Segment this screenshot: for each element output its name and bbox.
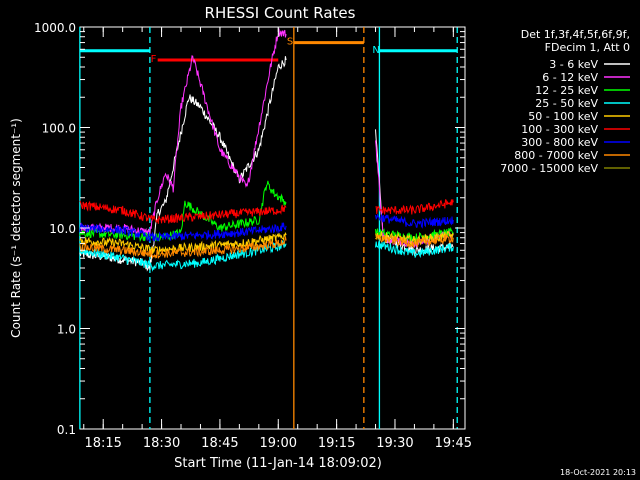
legend-header-line-1: Det 1f,3f,4f,5f,6f,9f,	[521, 28, 630, 41]
x-axis-label: Start Time (11-Jan-14 18:09:02)	[174, 456, 382, 471]
x-tick-label: 19:30	[376, 436, 413, 451]
x-tick-label: 19:00	[260, 436, 297, 451]
series-line	[79, 240, 287, 272]
series-line	[375, 233, 454, 248]
legend-header-line-2: FDecim 1, Att 0	[545, 41, 630, 54]
series-line	[375, 241, 454, 259]
legend-label: 6 - 12 keV	[542, 71, 598, 84]
legend-label: 50 - 100 keV	[528, 110, 598, 123]
x-axis-ticks: 18:15 18:30 18:45 19:00 19:15 19:30 19:45	[83, 27, 472, 451]
legend-label: 3 - 6 keV	[549, 58, 598, 71]
legend-label: 25 - 50 keV	[535, 97, 598, 110]
legend-label: 7000 - 15000 keV	[500, 162, 598, 175]
chart-title: RHESSI Count Rates	[205, 4, 356, 22]
legend-label: 100 - 300 keV	[521, 123, 598, 136]
y-tick-label: 1.0	[57, 323, 76, 337]
series-line	[375, 226, 454, 244]
y-tick-label: 10.0	[49, 222, 76, 236]
legend-label: 300 - 800 keV	[521, 136, 598, 149]
interval-label: F	[151, 54, 157, 65]
legend-label: 12 - 25 keV	[535, 84, 598, 97]
series-line	[375, 199, 454, 215]
series-line	[79, 200, 287, 224]
legend: Det 1f,3f,4f,5f,6f,9f, FDecim 1, Att 0 3…	[500, 28, 630, 175]
interval-label: S	[287, 37, 293, 48]
x-tick-label: 18:45	[201, 436, 238, 451]
legend-label: 800 - 7000 keV	[514, 149, 598, 162]
series-lines	[79, 28, 454, 272]
series-line	[79, 222, 287, 243]
x-tick-label: 19:15	[318, 436, 355, 451]
series-line	[79, 236, 287, 260]
series-line	[375, 213, 454, 229]
attenuator-intervals: N F S	[79, 37, 458, 65]
series-line	[79, 180, 287, 243]
interval-label: N	[372, 45, 379, 56]
y-axis-label: Count Rate (s⁻¹ detector segment⁻¹)	[9, 118, 23, 338]
x-tick-label: 18:15	[84, 436, 121, 451]
y-tick-label: 0.1	[57, 423, 76, 437]
generation-timestamp: 18-Oct-2021 20:13	[560, 468, 636, 477]
x-tick-label: 18:30	[143, 436, 180, 451]
y-tick-label: 1000.0	[34, 21, 76, 35]
y-axis-ticks: 0.1 1.0 10.0 100.0 1000.0	[34, 21, 465, 437]
x-tick-label: 19:45	[435, 436, 472, 451]
y-tick-label: 100.0	[42, 122, 76, 136]
